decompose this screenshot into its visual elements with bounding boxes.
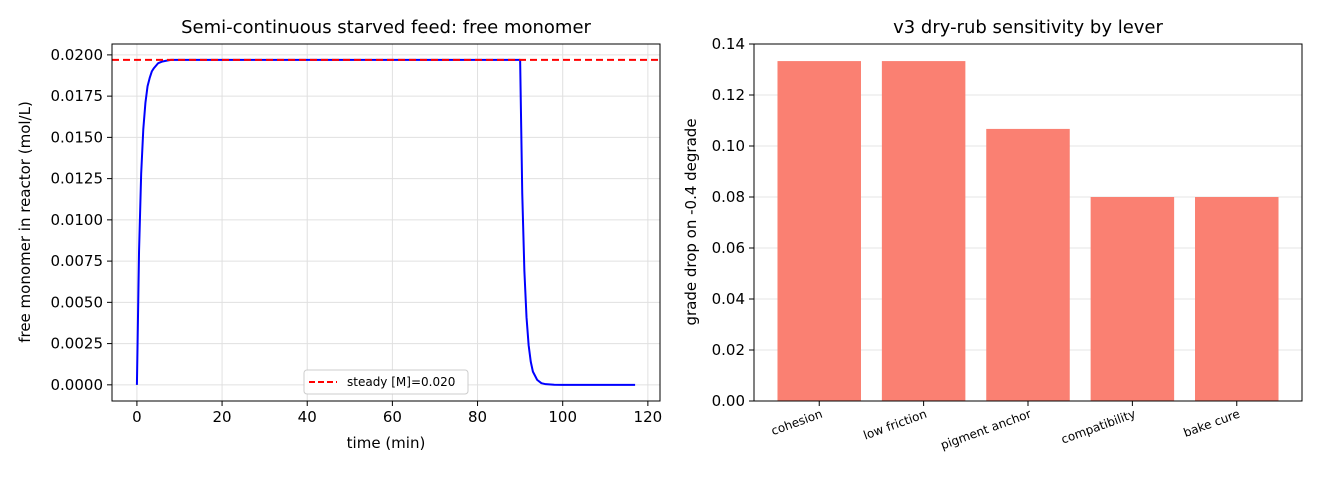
- y-tick-label: 0.12: [712, 86, 745, 104]
- x-tick-label: 20: [213, 408, 232, 426]
- bar-chart-panel: v3 dry-rub sensitivity by lever cohesion…: [682, 17, 1303, 452]
- y-tick-label: 0.0025: [51, 335, 104, 353]
- y-tick-label: 0.00: [712, 392, 745, 410]
- y-tick-label: 0.02: [712, 341, 745, 359]
- y-tick-label: 0.0125: [51, 170, 104, 188]
- line-chart-y-axis-label: free monomer in reactor (mol/L): [16, 101, 34, 343]
- x-tick-label: compatibility: [1059, 407, 1137, 447]
- bar-cohesion: [777, 61, 861, 402]
- line-chart-x-axis-label: time (min): [347, 434, 426, 452]
- bar-pigment-anchor: [986, 128, 1070, 402]
- free-monomer-line: [135, 58, 636, 386]
- x-tick-label: cohesion: [769, 407, 824, 438]
- y-tick-label: 0.08: [712, 188, 745, 206]
- bar-compatibility: [1090, 197, 1175, 401]
- bar-chart-y-axis-label: grade drop on -0.4 degrade: [682, 118, 700, 325]
- line-chart-grid: [112, 44, 660, 401]
- bar-chart-bars: [777, 61, 1279, 402]
- line-chart-panel: Semi-continuous starved feed: free monom…: [16, 17, 662, 452]
- line-chart-title: Semi-continuous starved feed: free monom…: [181, 17, 591, 38]
- y-tick-label: 0.0150: [51, 128, 104, 146]
- y-tick-label: 0.0075: [51, 252, 104, 270]
- y-tick-label: 0.10: [712, 137, 745, 155]
- y-tick-label: 0.0200: [51, 46, 104, 64]
- bar-chart-y-ticks: 0.00 0.02 0.04 0.06 0.08 0.10 0.12 0.14: [712, 35, 754, 410]
- bar-low-friction: [881, 61, 966, 402]
- x-tick-label: pigment anchor: [939, 407, 1033, 453]
- legend-steady-label: steady [M]=0.020: [347, 375, 455, 389]
- x-tick-label: low friction: [861, 407, 928, 443]
- legend-box: [303, 369, 469, 395]
- x-tick-label: 0: [132, 408, 142, 426]
- y-tick-label: 0.06: [712, 239, 745, 257]
- x-tick-label: 100: [548, 408, 577, 426]
- bar-chart-title: v3 dry-rub sensitivity by lever: [893, 17, 1163, 38]
- y-tick-label: 0.0175: [51, 87, 104, 105]
- y-tick-label: 0.0100: [51, 211, 104, 229]
- bar-bake-cure: [1195, 197, 1279, 401]
- y-tick-label: 0.14: [712, 35, 745, 53]
- y-tick-label: 0.04: [712, 290, 745, 308]
- line-chart-legend: steady [M]=0.020: [303, 369, 469, 395]
- x-tick-label: 80: [468, 408, 487, 426]
- line-chart-y-ticks: 0.0000 0.0025 0.0050 0.0075 0.0100 0.0125 0.01…: [51, 46, 112, 394]
- x-tick-label: 60: [383, 408, 402, 426]
- line-chart-x-ticks: 0 20 40 60 80 100 120: [132, 401, 662, 426]
- x-tick-label: 40: [298, 408, 317, 426]
- bar-chart-x-ticks: cohesion low friction pigment anchor compat…: [769, 401, 1242, 452]
- line-chart-plot-area: [112, 58, 660, 386]
- y-tick-label: 0.0000: [51, 376, 104, 394]
- y-tick-label: 0.0050: [51, 293, 104, 311]
- x-tick-label: bake cure: [1182, 407, 1242, 440]
- line-chart-frame: [111, 43, 661, 402]
- x-tick-label: 120: [634, 408, 663, 426]
